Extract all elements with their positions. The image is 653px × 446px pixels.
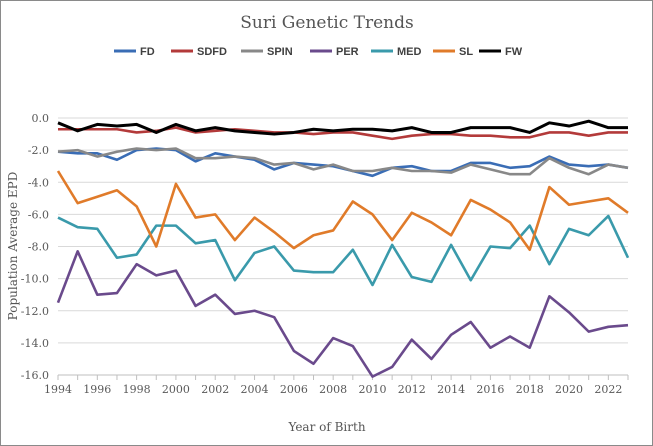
- x-tick-label: 2000: [162, 383, 190, 396]
- legend-label-spin: SPIN: [267, 46, 293, 58]
- x-tick-label: 2018: [516, 383, 544, 396]
- y-tick-label: -14.0: [21, 337, 49, 350]
- x-tick-label: 2006: [280, 383, 308, 396]
- legend-label-fw: FW: [505, 46, 523, 58]
- series-line-fw: [57, 119, 628, 136]
- series-line-med: [57, 214, 630, 287]
- legend-label-fd: FD: [140, 46, 155, 58]
- x-tick-label: 2004: [241, 383, 269, 396]
- series-line-sl: [56, 170, 629, 252]
- y-tick-label: 0.0: [32, 112, 50, 125]
- x-axis-label: Year of Birth: [287, 420, 365, 434]
- series-line-per: [56, 250, 629, 378]
- y-tick-label: -8.0: [28, 241, 49, 254]
- series-line-spin: [57, 147, 629, 176]
- y-tick-label: -10.0: [21, 273, 49, 286]
- x-tick-label: 2020: [555, 383, 583, 396]
- chart-title: Suri Genetic Trends: [240, 13, 414, 33]
- series-lines: [56, 119, 630, 378]
- x-tick-label: 2022: [594, 383, 622, 396]
- axes: 0.0-2.0-4.0-6.0-8.0-10.0-12.0-14.0-16.01…: [21, 112, 629, 396]
- legend-label-med: MED: [397, 46, 422, 58]
- x-tick-label: 2002: [201, 383, 229, 396]
- x-tick-label: 1994: [44, 383, 72, 396]
- y-axis-label: Population Average EPD: [6, 172, 20, 321]
- y-tick-label: -16.0: [21, 369, 49, 382]
- gridlines: [58, 117, 628, 344]
- y-tick-label: -2.0: [28, 144, 49, 157]
- x-tick-label: 1998: [123, 383, 151, 396]
- legend-label-sdfd: SDFD: [197, 46, 227, 58]
- x-tick-label: 1996: [83, 383, 111, 396]
- x-tick-label: 2012: [398, 383, 426, 396]
- legend-label-sl: SL: [459, 46, 473, 58]
- x-tick-label: 2014: [437, 383, 465, 396]
- y-tick-label: -6.0: [28, 208, 49, 221]
- x-tick-label: 2016: [476, 383, 504, 396]
- legend-label-per: PER: [336, 46, 359, 58]
- legend: FD SDFD SPIN PER MED SL FW: [114, 46, 523, 58]
- y-tick-label: -4.0: [28, 176, 49, 189]
- y-tick-label: -12.0: [21, 305, 49, 318]
- x-tick-label: 2010: [358, 383, 386, 396]
- x-tick-label: 2008: [319, 383, 347, 396]
